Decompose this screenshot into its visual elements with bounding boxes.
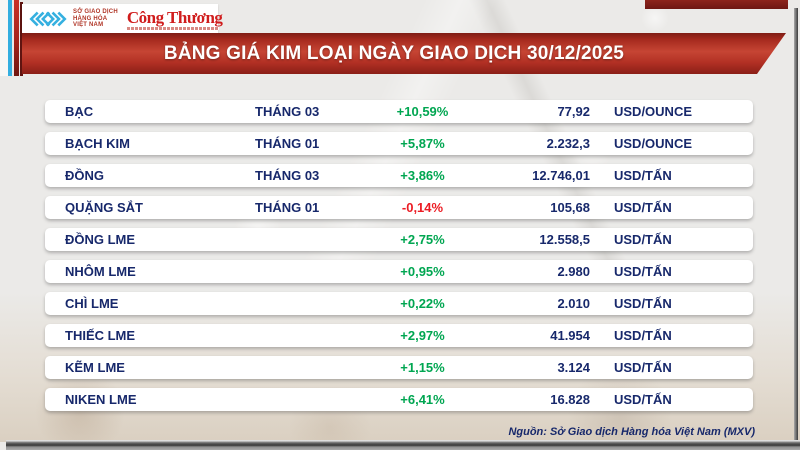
metal-name-cell: NHÔM LME (65, 264, 136, 279)
unit-cell: USD/TẤN (614, 200, 672, 215)
price-cell: 41.954 (550, 328, 590, 343)
metal-name-cell: KẼM LME (65, 360, 125, 375)
metal-name-cell: THIẾC LME (65, 328, 136, 343)
change-cell: +2,75% (400, 232, 445, 247)
table-row: ĐỒNG THÁNG 03 +3,86% 12.746,01 USD/TẤN (45, 164, 753, 187)
change-cell: +3,86% (400, 168, 445, 183)
price-cell: 3.124 (557, 360, 590, 375)
table-row: ĐỒNG LME +2,75% 12.558,5 USD/TẤN (45, 228, 753, 251)
change-cell: +2,97% (400, 328, 445, 343)
change-cell: +6,41% (400, 392, 445, 407)
change-cell: +10,59% (396, 104, 449, 119)
decor-stripe-red (14, 0, 19, 76)
metal-name-cell: BẠCH KIM (65, 136, 130, 151)
contract-month-cell: THÁNG 01 (255, 200, 320, 215)
price-cell: 105,68 (550, 200, 590, 215)
change-cell: +1,15% (400, 360, 445, 375)
source-note: Nguồn: Sở Giao dịch Hàng hóa Việt Nam (M… (508, 426, 755, 438)
price-cell: 16.828 (550, 392, 590, 407)
mxv-line-3: VIỆT NAM (73, 22, 104, 29)
table-row: CHÌ LME +0,22% 2.010 USD/TẤN (45, 292, 753, 315)
change-cell: +5,87% (400, 136, 445, 151)
mxv-logo-text: SỞ GIAO DỊCH HÀNG HÓA VIỆT NAM (73, 9, 118, 29)
metal-name-cell: QUẶNG SẮT (65, 200, 143, 215)
unit-cell: USD/TẤN (614, 168, 672, 183)
frame-shadow-bottom (6, 440, 800, 450)
congthuong-logo-text: Công Thương (126, 7, 223, 27)
table-row: THIẾC LME +2,97% 41.954 USD/TẤN (45, 324, 753, 347)
decor-top-right-bar (645, 0, 788, 9)
unit-cell: USD/TẤN (614, 360, 672, 375)
price-cell: 2.010 (557, 296, 590, 311)
mxv-logo-icon (29, 11, 67, 27)
left-margin (0, 0, 8, 76)
price-cell: 12.746,01 (532, 168, 590, 183)
congthuong-logo-subline (126, 26, 219, 30)
table-row: NHÔM LME +0,95% 2.980 USD/TẤN (45, 260, 753, 283)
congthuong-logo: Công Thương (126, 7, 223, 30)
change-cell: +0,22% (400, 296, 445, 311)
unit-cell: USD/TẤN (614, 264, 672, 279)
price-cell: 12.558,5 (539, 232, 590, 247)
change-cell: -0,14% (401, 200, 444, 215)
contract-month-cell: THÁNG 01 (255, 136, 320, 151)
metal-name-cell: CHÌ LME (65, 296, 119, 311)
table-row: QUẶNG SẮT THÁNG 01 -0,14% 105,68 USD/TẤN (45, 196, 753, 219)
table-row: KẼM LME +1,15% 3.124 USD/TẤN (45, 356, 753, 379)
contract-month-cell: THÁNG 03 (255, 104, 320, 119)
decor-stripe-cyan (8, 0, 12, 76)
price-table: BẠC THÁNG 03 +10,59% 77,92 USD/OUNCE BẠC… (45, 100, 753, 420)
price-cell: 77,92 (557, 104, 590, 119)
metal-name-cell: ĐỒNG (65, 168, 104, 183)
price-cell: 2.980 (557, 264, 590, 279)
table-row: BẠCH KIM THÁNG 01 +5,87% 2.232,3 USD/OUN… (45, 132, 753, 155)
decor-stripe-maroon (20, 2, 23, 76)
unit-cell: USD/TẤN (614, 296, 672, 311)
metal-name-cell: BẠC (65, 104, 94, 119)
unit-cell: USD/OUNCE (614, 136, 693, 151)
price-cell: 2.232,3 (546, 136, 590, 151)
table-row: NIKEN LME +6,41% 16.828 USD/TẤN (45, 388, 753, 411)
frame-shadow-right (794, 8, 798, 446)
metal-name-cell: NIKEN LME (65, 392, 137, 407)
table-row: BẠC THÁNG 03 +10,59% 77,92 USD/OUNCE (45, 100, 753, 123)
mxv-line-2: HÀNG HÓA (73, 15, 108, 22)
unit-cell: USD/TẤN (614, 328, 672, 343)
unit-cell: USD/TẤN (614, 232, 672, 247)
unit-cell: USD/OUNCE (614, 104, 693, 119)
metal-name-cell: ĐỒNG LME (65, 232, 136, 247)
mxv-line-1: SỞ GIAO DỊCH (73, 9, 118, 16)
contract-month-cell: THÁNG 03 (255, 168, 320, 183)
logo-box: SỞ GIAO DỊCH HÀNG HÓA VIỆT NAM Công Thươ… (22, 4, 223, 34)
page-title: BẢNG GIÁ KIM LOẠI NGÀY GIAO DỊCH 30/12/2… (163, 42, 625, 64)
unit-cell: USD/TẤN (614, 392, 672, 407)
title-banner: BẢNG GIÁ KIM LOẠI NGÀY GIAO DỊCH 30/12/2… (22, 33, 786, 74)
change-cell: +0,95% (400, 264, 445, 279)
